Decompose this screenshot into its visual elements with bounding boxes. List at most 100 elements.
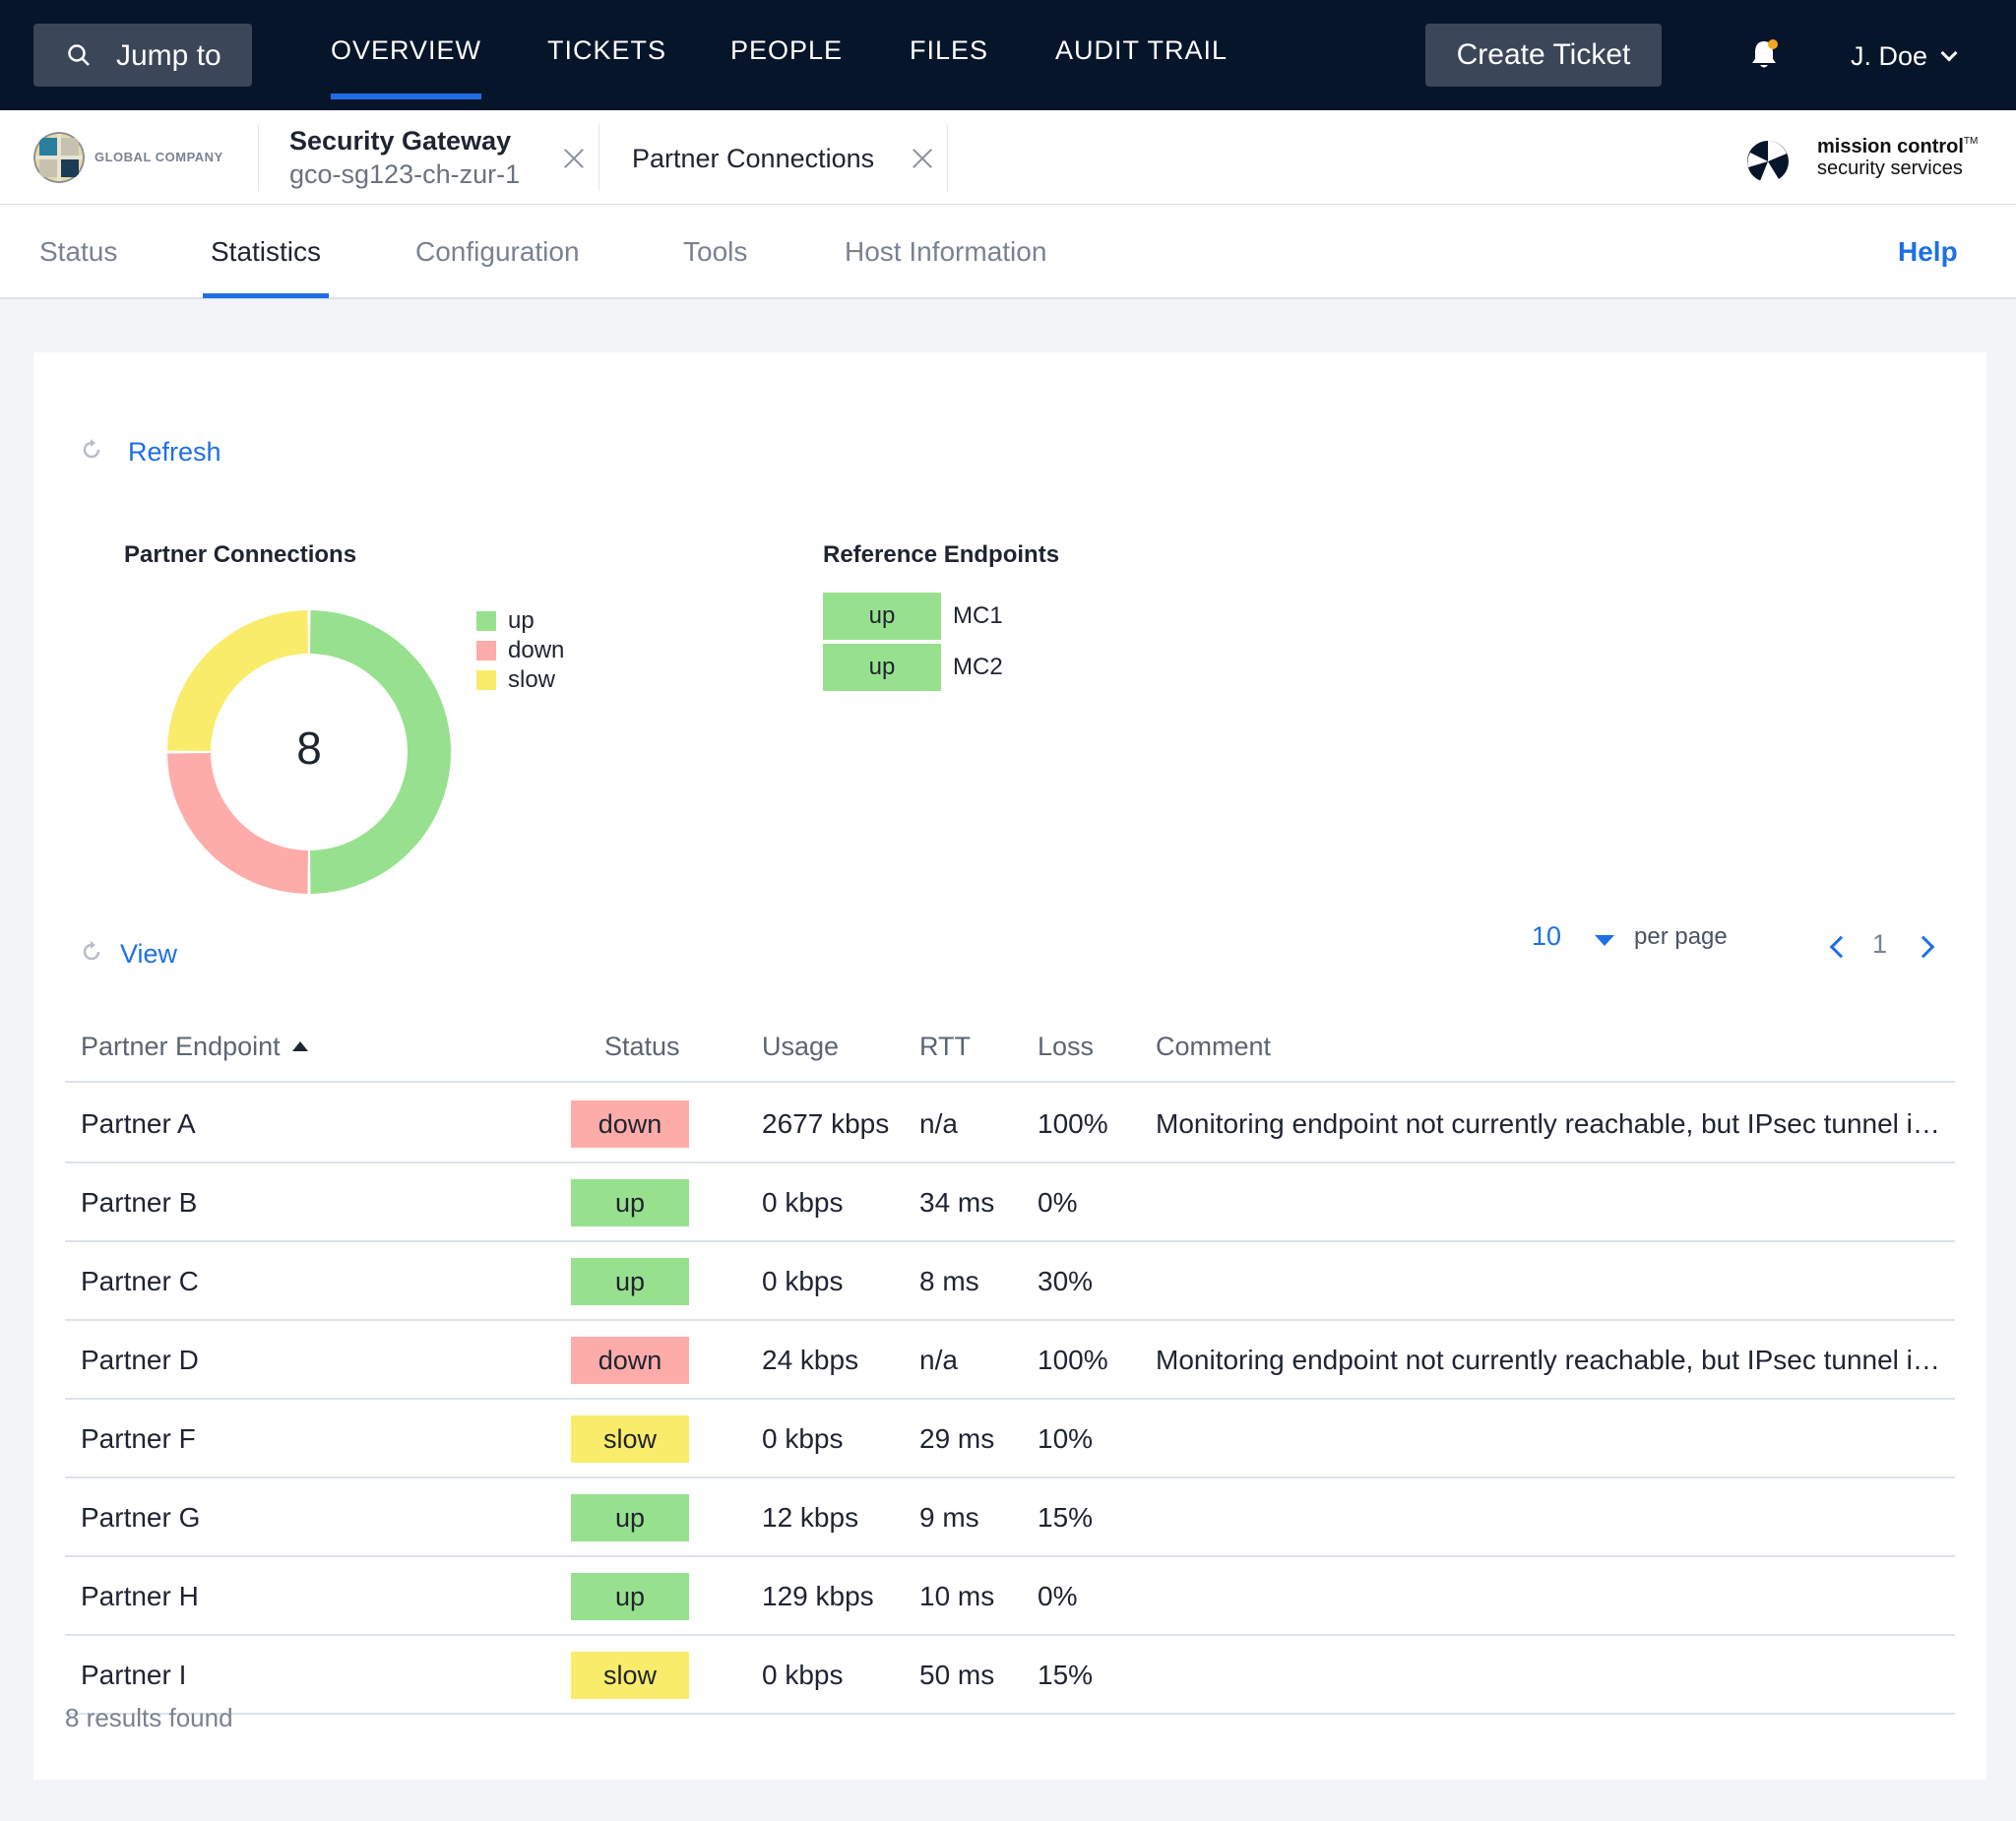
legend-swatch-up [476, 611, 496, 631]
brand-subtitle: security services [1817, 157, 1963, 179]
cell-partner-endpoint: Partner A [81, 1108, 196, 1139]
refresh-icon[interactable] [81, 439, 102, 461]
table-row[interactable]: Partner G up 12 kbps 9 ms 15% [65, 1478, 1955, 1557]
tab-tools[interactable]: Tools [683, 236, 748, 267]
status-badge: slow [571, 1415, 689, 1463]
create-ticket-button[interactable]: Create Ticket [1425, 24, 1662, 87]
column-header-partner-endpoint[interactable]: Partner Endpoint [81, 1032, 308, 1062]
reference-endpoint-name: MC2 [953, 654, 1003, 680]
legend-item-slow: slow [476, 665, 564, 695]
status-badge: up [571, 1494, 689, 1541]
per-page-label: per page [1634, 923, 1728, 950]
cell-loss: 30% [1038, 1266, 1094, 1296]
cell-partner-endpoint: Partner G [81, 1502, 201, 1533]
nav-tickets[interactable]: TICKETS [547, 35, 667, 65]
company-logo [33, 132, 85, 183]
status-badge: slow [571, 1652, 689, 1699]
user-menu[interactable]: J. Doe [1851, 41, 1958, 72]
nav-audit-trail[interactable]: AUDIT TRAIL [1055, 35, 1228, 65]
column-header-label: Partner Endpoint [81, 1032, 281, 1061]
refresh-icon[interactable] [81, 941, 102, 963]
column-header-usage[interactable]: Usage [762, 1032, 840, 1061]
donut-slice-slow [167, 610, 308, 751]
tab-host-information[interactable]: Host Information [845, 236, 1047, 267]
reference-endpoint-name: MC1 [953, 602, 1003, 629]
section-tabs: Status Statistics Configuration Tools Ho… [0, 205, 2016, 299]
help-link[interactable]: Help [1898, 236, 1958, 267]
reference-endpoints-title: Reference Endpoints [823, 541, 1060, 568]
tab-configuration[interactable]: Configuration [415, 236, 580, 267]
cell-partner-endpoint: Partner D [81, 1345, 199, 1375]
cell-rtt: 10 ms [919, 1581, 995, 1611]
cell-rtt: n/a [919, 1108, 958, 1139]
cell-rtt: n/a [919, 1345, 958, 1375]
table-row[interactable]: Partner B up 0 kbps 34 ms 0% [65, 1163, 1955, 1242]
reference-endpoint-row: up MC1 [823, 593, 1003, 640]
partner-connections-donut-chart: 8 [167, 610, 451, 894]
status-badge: up [571, 1179, 689, 1226]
chevron-right-icon[interactable] [1912, 935, 1935, 959]
cell-usage: 129 kbps [762, 1581, 874, 1611]
brand-name-text: mission control [1817, 136, 1964, 157]
cell-rtt: 50 ms [919, 1660, 995, 1690]
cell-rtt: 29 ms [919, 1423, 995, 1454]
view-link[interactable]: View [120, 939, 178, 969]
status-badge: up [823, 593, 941, 640]
table-row[interactable]: Partner D down 24 kbps n/a 100% Monitoring en… [65, 1321, 1955, 1400]
cell-partner-endpoint: Partner I [81, 1660, 187, 1690]
close-icon[interactable] [912, 148, 933, 169]
table-row[interactable]: Partner I slow 0 kbps 50 ms 15% [65, 1636, 1955, 1715]
context-tab-bar: GLOBAL COMPANY Security Gateway gco-sg12… [0, 110, 2016, 205]
legend-label-down: down [508, 637, 565, 663]
divider [598, 124, 599, 191]
trademark-mark: TM [1963, 136, 1979, 147]
user-name: J. Doe [1851, 41, 1928, 71]
table-row[interactable]: Partner C up 0 kbps 8 ms 30% [65, 1242, 1955, 1321]
column-header-rtt[interactable]: RTT [919, 1032, 971, 1061]
jump-to-label: Jump to [116, 39, 221, 72]
notification-bell-icon[interactable] [1748, 37, 1780, 71]
mission-control-logo [1747, 141, 1789, 183]
column-header-comment[interactable]: Comment [1156, 1032, 1272, 1061]
legend-label-up: up [508, 607, 535, 634]
security-gateway-tab-subtitle[interactable]: gco-sg123-ch-zur-1 [289, 159, 521, 189]
statistics-card: Refresh Partner Connections 8 up down sl… [33, 352, 1986, 1780]
table-row[interactable]: Partner A down 2677 kbps n/a 100% Monitoring … [65, 1085, 1955, 1163]
tab-statistics[interactable]: Statistics [211, 236, 322, 267]
cell-usage: 0 kbps [762, 1187, 844, 1218]
jump-to-search[interactable]: Jump to [33, 24, 252, 87]
partner-connections-chart-title: Partner Connections [124, 541, 357, 568]
cell-usage: 0 kbps [762, 1266, 844, 1296]
table-header: Partner Endpoint Status Usage RTT Loss C… [65, 1002, 1955, 1083]
security-gateway-tab-title[interactable]: Security Gateway [289, 126, 512, 156]
chevron-left-icon[interactable] [1829, 935, 1853, 959]
refresh-link[interactable]: Refresh [128, 437, 221, 467]
donut-slice-down [167, 753, 308, 894]
legend-item-down: down [476, 636, 564, 665]
brand-name: mission controlTM [1817, 136, 1978, 158]
column-header-loss[interactable]: Loss [1038, 1032, 1095, 1061]
nav-people[interactable]: PEOPLE [730, 35, 844, 65]
current-page: 1 [1872, 929, 1888, 959]
table-row[interactable]: Partner F slow 0 kbps 29 ms 10% [65, 1400, 1955, 1478]
nav-files[interactable]: FILES [910, 35, 989, 65]
cell-partner-endpoint: Partner C [81, 1266, 199, 1296]
table-row[interactable]: Partner H up 129 kbps 10 ms 0% [65, 1557, 1955, 1636]
close-icon[interactable] [563, 148, 585, 169]
column-header-status[interactable]: Status [604, 1032, 680, 1061]
cell-loss: 15% [1038, 1660, 1094, 1690]
cell-loss: 0% [1038, 1187, 1078, 1218]
legend-swatch-down [476, 641, 496, 660]
cell-rtt: 8 ms [919, 1266, 979, 1296]
partner-connections-tab-title[interactable]: Partner Connections [632, 144, 875, 173]
status-badge: up [571, 1258, 689, 1305]
cell-partner-endpoint: Partner B [81, 1187, 198, 1218]
per-page-select[interactable]: 10 [1532, 921, 1562, 951]
sort-ascending-icon [291, 1041, 308, 1051]
nav-overview[interactable]: OVERVIEW [331, 35, 482, 99]
cell-loss: 100% [1038, 1108, 1108, 1139]
tab-status[interactable]: Status [39, 236, 118, 267]
cell-usage: 0 kbps [762, 1660, 844, 1690]
donut-legend: up down slow [476, 606, 564, 695]
caret-down-icon[interactable] [1595, 935, 1614, 946]
